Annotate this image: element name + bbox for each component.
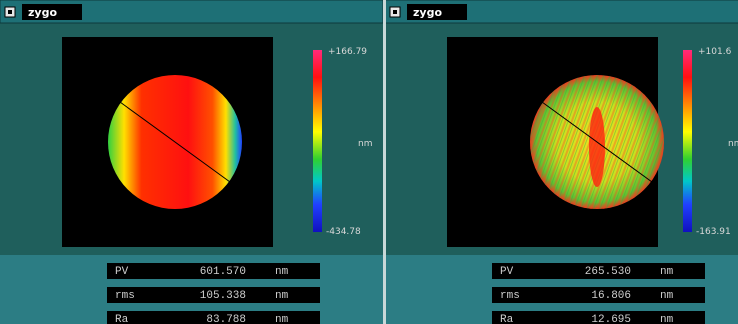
menu-icon-dot	[393, 10, 397, 14]
metric-unit: nm	[660, 314, 674, 324]
metric-name: rms	[115, 290, 135, 302]
metric-value: 16.806	[591, 290, 631, 302]
scale-min: -163.91	[696, 227, 731, 237]
scale-min: -434.78	[326, 227, 361, 237]
metric-value: 601.570	[200, 266, 246, 278]
metric-value: 12.695	[591, 314, 631, 324]
metric-value: 265.530	[585, 266, 631, 278]
color-scale	[313, 50, 322, 232]
metric-name: rms	[500, 290, 520, 302]
metric-name: Ra	[500, 314, 514, 324]
metric-name: Ra	[115, 314, 129, 324]
panel-divider	[383, 0, 386, 324]
logo: zygo	[28, 6, 57, 19]
metric-name: PV	[500, 266, 514, 278]
color-scale	[683, 50, 692, 232]
metric-unit: nm	[275, 290, 289, 302]
panel: zygo +166.79 nm -434.78 PV 601.570 nm rms 105.33…	[0, 0, 383, 324]
scale-unit: nm	[358, 139, 372, 149]
metric-value: 105.338	[200, 290, 246, 302]
scale-max: +166.79	[328, 47, 367, 57]
surface-ridge	[589, 107, 605, 187]
metric-unit: nm	[275, 314, 289, 324]
menu-icon-dot	[8, 10, 12, 14]
panel: zygo +101.6 nm -163.91 PV 265.530 nm rms 16.806 n…	[385, 0, 738, 324]
logo: zygo	[413, 6, 442, 19]
metric-unit: nm	[275, 266, 289, 278]
zygo-screen: zygo +166.79 nm -434.78 PV 601.570 nm rms 105.33…	[0, 0, 738, 324]
metric-unit: nm	[660, 266, 674, 278]
metric-unit: nm	[660, 290, 674, 302]
scale-unit: nm	[728, 139, 738, 149]
scale-max: +101.6	[698, 47, 732, 57]
metric-value: 83.788	[206, 314, 246, 324]
metric-name: PV	[115, 266, 129, 278]
